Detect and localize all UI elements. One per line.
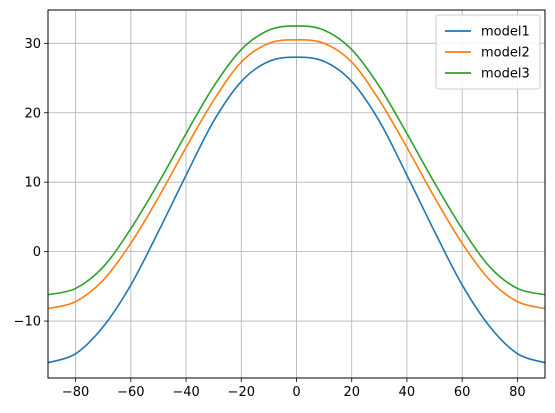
x-tick-label: 0 xyxy=(292,385,300,400)
y-tick-label: 20 xyxy=(24,106,41,121)
x-tick-label: −20 xyxy=(228,385,255,400)
series-lines xyxy=(47,25,546,364)
series-line-model3 xyxy=(47,25,546,296)
series-line-model1 xyxy=(47,56,546,364)
legend-label-model3: model3 xyxy=(481,67,530,82)
x-tick-label: 80 xyxy=(509,385,526,400)
x-tick-label: 20 xyxy=(343,385,360,400)
x-tick-label: −80 xyxy=(62,385,89,400)
legend-label-model2: model2 xyxy=(481,46,530,61)
x-tick-label: 60 xyxy=(454,385,471,400)
x-tick-label: −60 xyxy=(117,385,144,400)
series-line-model2 xyxy=(47,39,546,310)
legend-label-model1: model1 xyxy=(481,25,530,40)
x-tick-label: 40 xyxy=(399,385,416,400)
y-tick-label: 10 xyxy=(24,176,41,191)
y-tick-label: −10 xyxy=(14,315,41,330)
legend: model1 model2 model3 xyxy=(435,14,541,90)
legend-box xyxy=(435,14,541,90)
y-tick-label: 30 xyxy=(24,37,41,52)
axis-ticks: −80 −60 −40 −20 0 20 40 60 80 −10 0 10 20 30 xyxy=(14,37,526,400)
y-tick-label: 0 xyxy=(33,245,41,260)
x-tick-label: −40 xyxy=(172,385,199,400)
